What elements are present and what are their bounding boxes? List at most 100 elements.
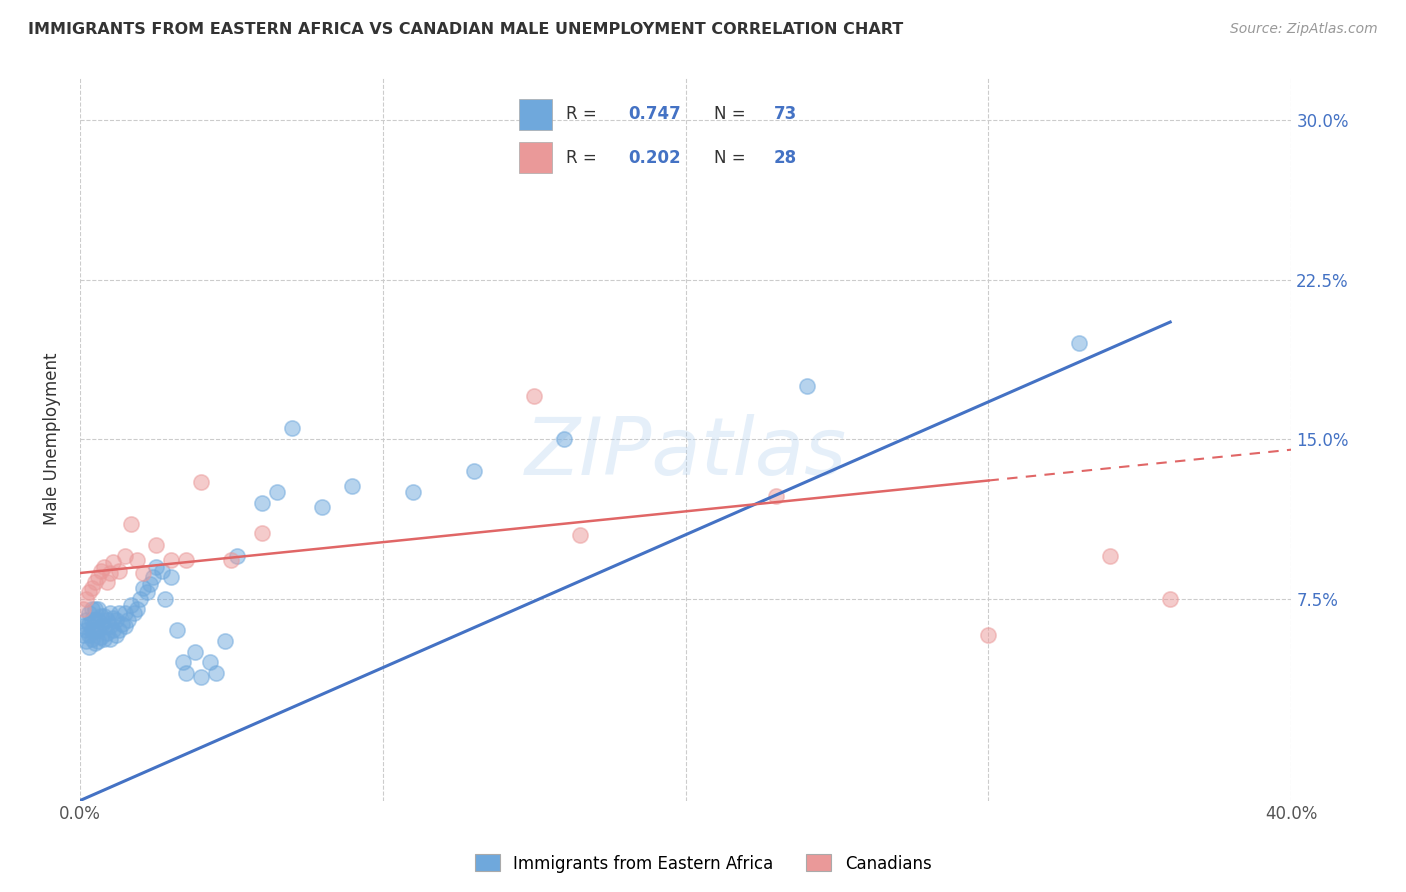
Text: R =: R = — [565, 105, 602, 123]
Point — [77, 628, 100, 642]
Point — [765, 490, 787, 504]
Point — [84, 574, 107, 589]
Y-axis label: Male Unemployment: Male Unemployment — [44, 352, 60, 525]
Point — [87, 624, 110, 638]
Point — [80, 613, 103, 627]
Point — [75, 613, 97, 627]
Point — [87, 634, 110, 648]
Text: R =: R = — [565, 149, 602, 167]
Point — [205, 665, 228, 680]
Text: N =: N = — [714, 105, 751, 123]
Point — [159, 553, 181, 567]
Point — [250, 496, 273, 510]
Point — [90, 608, 112, 623]
Point — [523, 389, 546, 403]
Text: Source: ZipAtlas.com: Source: ZipAtlas.com — [1230, 22, 1378, 37]
Point — [77, 617, 100, 632]
Point — [145, 538, 167, 552]
Point — [127, 553, 149, 567]
Point — [87, 570, 110, 584]
Point — [166, 624, 188, 638]
Point — [87, 613, 110, 627]
Legend: Immigrants from Eastern Africa, Canadians: Immigrants from Eastern Africa, Canadian… — [468, 847, 938, 880]
Point — [135, 585, 157, 599]
Text: 73: 73 — [773, 105, 797, 123]
Point — [553, 432, 575, 446]
Point — [72, 628, 94, 642]
Text: 28: 28 — [773, 149, 797, 167]
Point — [190, 475, 212, 489]
FancyBboxPatch shape — [519, 98, 553, 130]
Text: IMMIGRANTS FROM EASTERN AFRICA VS CANADIAN MALE UNEMPLOYMENT CORRELATION CHART: IMMIGRANTS FROM EASTERN AFRICA VS CANADI… — [28, 22, 904, 37]
Point — [80, 581, 103, 595]
Point — [138, 576, 160, 591]
Point — [214, 634, 236, 648]
Point — [108, 564, 131, 578]
Point — [190, 670, 212, 684]
Point — [120, 517, 142, 532]
Point — [75, 624, 97, 638]
Point — [84, 636, 107, 650]
Point — [221, 553, 243, 567]
Point — [402, 485, 425, 500]
Point — [93, 632, 115, 646]
Point — [568, 527, 591, 541]
Point — [174, 553, 197, 567]
Point — [96, 625, 118, 640]
Point — [77, 607, 100, 621]
Point — [174, 665, 197, 680]
Point — [977, 628, 1000, 642]
Point — [87, 602, 110, 616]
Point — [463, 464, 485, 478]
Point — [1069, 336, 1091, 351]
Point — [172, 656, 194, 670]
Point — [114, 549, 136, 563]
Point — [98, 566, 121, 580]
Point — [90, 630, 112, 644]
Point — [796, 379, 818, 393]
Point — [1098, 549, 1121, 563]
Point — [1159, 591, 1181, 606]
Point — [77, 585, 100, 599]
Point — [98, 607, 121, 621]
Point — [93, 608, 115, 623]
Point — [226, 549, 249, 563]
Point — [120, 598, 142, 612]
Point — [105, 628, 128, 642]
Point — [311, 500, 333, 514]
Point — [114, 619, 136, 633]
Point — [124, 607, 146, 621]
Point — [80, 624, 103, 638]
Point — [77, 640, 100, 655]
Point — [132, 581, 155, 595]
Point — [159, 570, 181, 584]
Point — [111, 617, 134, 632]
Point — [342, 479, 364, 493]
FancyBboxPatch shape — [519, 142, 553, 173]
Text: 0.202: 0.202 — [628, 149, 681, 167]
Point — [153, 591, 176, 606]
Point — [75, 634, 97, 648]
Point — [108, 607, 131, 621]
Point — [84, 624, 107, 638]
Point — [90, 619, 112, 633]
Point — [98, 632, 121, 646]
Point — [72, 602, 94, 616]
Point — [108, 624, 131, 638]
Point — [98, 619, 121, 633]
Point — [90, 564, 112, 578]
Point — [114, 607, 136, 621]
Point — [96, 613, 118, 627]
Text: N =: N = — [714, 149, 751, 167]
Point — [103, 555, 125, 569]
Point — [96, 574, 118, 589]
Point — [103, 610, 125, 624]
Point — [266, 485, 288, 500]
Point — [84, 602, 107, 616]
Point — [142, 570, 165, 584]
Point — [250, 525, 273, 540]
Text: ZIPatlas: ZIPatlas — [524, 415, 846, 492]
Text: 0.747: 0.747 — [628, 105, 681, 123]
Point — [80, 632, 103, 646]
Point — [198, 656, 221, 670]
